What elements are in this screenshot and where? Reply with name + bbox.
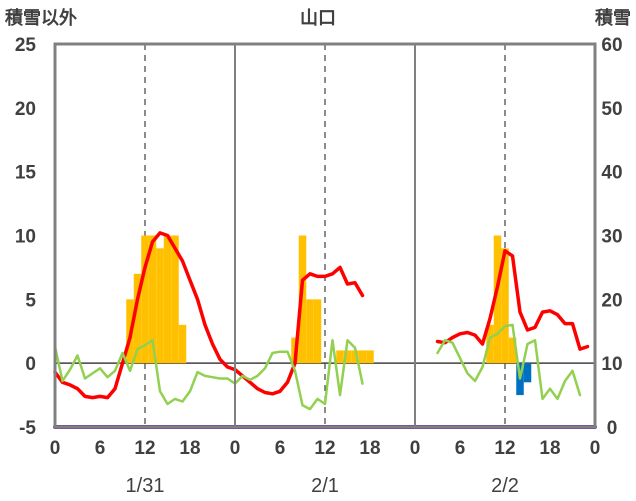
y-left-tick-label: 25: [15, 35, 37, 56]
bar: [358, 350, 367, 364]
series-line: [435, 249, 590, 351]
left-axis-label: 積雪以外: [4, 7, 77, 29]
bar: [171, 235, 179, 364]
y-right-tick-label: 0: [607, 418, 618, 439]
bar: [493, 235, 502, 364]
x-tick-label: 12: [134, 438, 155, 459]
x-tick-label: 18: [179, 438, 200, 459]
bar: [508, 337, 517, 364]
date-label: 1/31: [126, 475, 165, 497]
right-axis-label: 積雪: [594, 7, 631, 29]
bar: [163, 235, 172, 364]
chart-frame: [53, 42, 597, 429]
x-tick-label: 18: [539, 438, 560, 459]
bar: [501, 248, 509, 364]
plot-border: [53, 42, 597, 429]
date-label: 2/1: [311, 475, 339, 497]
chart-grid: [55, 44, 595, 427]
y-left-tick-label: 10: [15, 227, 36, 248]
y-left-tick-label: 15: [15, 163, 37, 184]
x-tick-label: 0: [50, 438, 61, 459]
chart-title: 山口: [300, 8, 336, 29]
bar: [336, 350, 344, 364]
y-right-tick-label: 50: [601, 99, 622, 120]
date-label: 2/2: [491, 475, 519, 497]
bar: [156, 248, 164, 364]
y-right-tick-label: 40: [601, 163, 622, 184]
bar: [306, 299, 314, 364]
series-line: [53, 231, 365, 400]
y-right-tick-label: 10: [601, 354, 622, 375]
y-left-tick-label: 20: [15, 99, 36, 120]
bar: [523, 363, 532, 383]
bar: [343, 350, 352, 364]
y-right-tick-label: 20: [601, 290, 622, 311]
y-left-tick-label: -5: [19, 418, 36, 439]
bar: [141, 235, 149, 364]
y-left-tick-label: 5: [25, 290, 36, 311]
series-line: [436, 323, 582, 401]
y-right-tick-label: 60: [601, 35, 622, 56]
series-line: [53, 338, 364, 411]
x-tick-label: 0: [590, 438, 601, 459]
bar: [486, 324, 494, 364]
bar: [366, 350, 374, 364]
bar: [148, 235, 157, 364]
bar: [178, 324, 187, 364]
bar: [351, 350, 359, 364]
x-tick-label: 6: [95, 438, 106, 459]
x-tick-label: 0: [410, 438, 421, 459]
x-tick-label: 12: [494, 438, 515, 459]
y-right-tick-label: 30: [601, 227, 622, 248]
y-left-tick-label: 0: [25, 354, 36, 375]
bar: [133, 273, 142, 364]
x-tick-label: 0: [230, 438, 241, 459]
x-tick-label: 12: [314, 438, 335, 459]
bar: [313, 299, 322, 364]
x-tick-label: 6: [455, 438, 466, 459]
x-tick-label: 6: [275, 438, 286, 459]
x-tick-label: 18: [359, 438, 380, 459]
